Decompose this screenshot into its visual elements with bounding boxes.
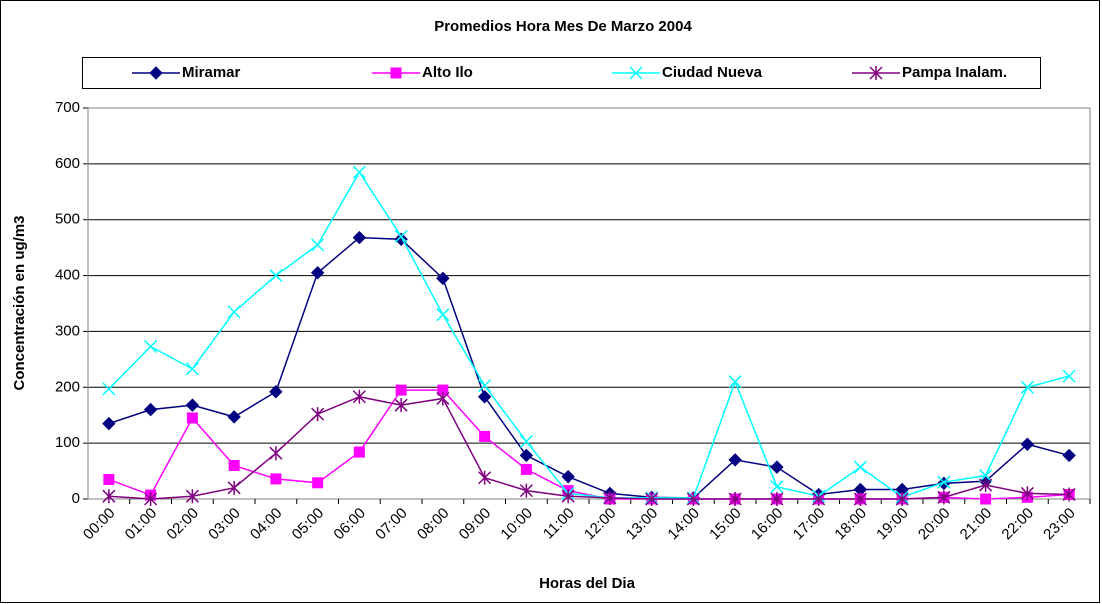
data-point — [1020, 486, 1034, 501]
data-point — [227, 480, 241, 495]
data-point — [437, 384, 449, 396]
data-point — [436, 271, 450, 286]
data-point — [312, 477, 324, 489]
data-point — [812, 492, 826, 506]
data-point — [520, 463, 532, 475]
legend-marker — [149, 66, 163, 80]
data-point — [311, 407, 325, 422]
data-point — [478, 470, 492, 485]
y-tick-label: 100 — [55, 434, 80, 451]
data-point — [102, 382, 116, 396]
data-point — [853, 492, 867, 506]
data-point — [269, 385, 283, 399]
series-line — [108, 396, 1070, 500]
data-point — [519, 483, 533, 498]
data-point — [519, 448, 534, 463]
data-point — [102, 416, 116, 431]
data-point — [686, 492, 700, 506]
data-point — [228, 459, 240, 471]
data-point — [1020, 380, 1034, 394]
chart-title: Promedios Hora Mes De Marzo 2004 — [434, 18, 692, 35]
data-point — [770, 480, 784, 494]
data-point — [394, 229, 408, 244]
data-point — [144, 339, 158, 354]
data-point — [1062, 448, 1076, 463]
data-point — [185, 398, 200, 412]
data-point — [937, 475, 951, 489]
data-point — [561, 469, 575, 484]
y-axis-label: Concentración en ug/m3 — [11, 215, 28, 390]
data-point — [227, 410, 241, 424]
data-point — [728, 453, 742, 467]
legend-label: Alto Ilo — [422, 64, 473, 81]
y-tick-label: 600 — [55, 155, 80, 172]
data-point — [603, 490, 617, 505]
data-point — [770, 460, 784, 474]
data-point — [436, 308, 450, 322]
data-point — [853, 460, 867, 474]
data-point — [395, 384, 407, 396]
data-point — [728, 375, 742, 389]
x-axis-label: Horas del Dia — [539, 575, 636, 592]
data-point — [102, 489, 116, 504]
data-point — [895, 492, 909, 506]
data-point — [144, 492, 158, 506]
data-point — [979, 478, 993, 493]
legend-label: Ciudad Nueva — [662, 64, 763, 81]
data-point — [770, 492, 784, 506]
y-tick-label: 0 — [72, 490, 80, 507]
data-point — [980, 493, 992, 505]
data-point — [185, 489, 199, 504]
legend-label: Miramar — [182, 64, 241, 81]
y-tick-label: 700 — [55, 99, 80, 116]
data-point — [353, 446, 365, 458]
data-point — [1062, 487, 1076, 502]
y-tick-label: 500 — [55, 211, 80, 228]
data-point — [227, 305, 241, 319]
data-point — [561, 489, 575, 504]
y-tick-label: 200 — [55, 378, 80, 395]
data-point — [352, 389, 366, 404]
y-tick-label: 400 — [55, 267, 80, 284]
data-point — [728, 492, 742, 506]
data-point — [1020, 437, 1035, 451]
data-point — [352, 165, 366, 179]
data-point — [143, 402, 158, 417]
data-point — [478, 379, 492, 393]
legend-label: Pampa Inalam. — [902, 64, 1007, 81]
data-point — [185, 362, 199, 376]
legend-marker — [869, 66, 883, 80]
data-point — [186, 412, 198, 424]
data-point — [269, 446, 283, 461]
data-point — [270, 473, 282, 485]
data-point — [394, 398, 408, 413]
series-line — [108, 236, 1070, 499]
data-point — [937, 490, 951, 505]
data-point — [311, 238, 325, 252]
data-point — [645, 492, 659, 506]
data-point — [436, 391, 450, 406]
data-point — [479, 430, 491, 442]
data-point — [269, 269, 283, 283]
y-tick-label: 300 — [55, 322, 80, 339]
series-line — [108, 170, 1070, 499]
legend-marker — [390, 67, 402, 79]
data-point — [477, 390, 492, 404]
data-point — [310, 266, 325, 280]
legend-marker — [629, 66, 643, 80]
data-point — [352, 230, 367, 245]
data-point — [519, 434, 533, 448]
data-point — [1062, 369, 1076, 383]
data-point — [103, 473, 115, 485]
data-point — [979, 469, 993, 483]
